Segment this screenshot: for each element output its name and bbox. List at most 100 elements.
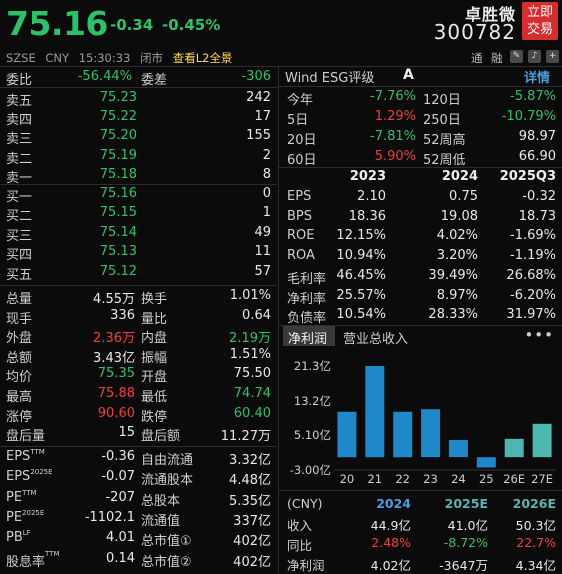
bid-price: 75.16 bbox=[99, 186, 137, 201]
tab-net-profit[interactable]: 净利润 bbox=[283, 326, 335, 347]
fundamental-row: PE2025E -1102.1 流通值 337亿 bbox=[0, 508, 277, 529]
esg-rating: A bbox=[403, 67, 414, 83]
fundamental-value: -207 bbox=[105, 489, 135, 505]
forecast-header: (CNY) 2024 2025E 2026E bbox=[281, 495, 562, 514]
bid-row: 买一 75.16 0 bbox=[0, 184, 277, 205]
market-info-line: SZSE CNY 15:30:33 闭市 查看L2全景 bbox=[6, 50, 238, 66]
add-icon[interactable]: + bbox=[546, 50, 559, 63]
trade-now-button[interactable]: 立即 交易 bbox=[522, 2, 558, 40]
trade-button-line2: 交易 bbox=[526, 22, 553, 37]
bid-volume: 49 bbox=[254, 224, 271, 240]
stock-code: 300782 bbox=[433, 20, 516, 44]
stat-label: 盘后额 bbox=[141, 429, 181, 445]
stat-label: 总量 bbox=[6, 292, 33, 307]
fundamental-row: 股息率TTM 0.14 总市值② 402亿 bbox=[0, 549, 277, 570]
performance-label-2: 52周高 bbox=[423, 133, 466, 148]
stock-connect-badge: 通 bbox=[471, 51, 483, 65]
stat-value: 75.88 bbox=[97, 386, 135, 401]
margin-trading-badge: 融 bbox=[491, 51, 503, 65]
bid-label: 买一 bbox=[6, 190, 33, 205]
fundamental-value-2: 4.48亿 bbox=[229, 473, 271, 489]
y-tick-label: 13.2亿 bbox=[293, 393, 331, 408]
performance-value-2: -5.87% bbox=[510, 89, 556, 104]
fundamental-row: PETTM -207 总股本 5.35亿 bbox=[0, 488, 277, 509]
fundamental-label: PETTM bbox=[6, 489, 37, 505]
bid-price: 75.15 bbox=[99, 205, 137, 221]
bid-price: 75.13 bbox=[99, 244, 137, 260]
stat-label: 量比 bbox=[141, 311, 168, 327]
stat-row: 最高 75.88 最低 74.74 bbox=[0, 384, 277, 405]
financials-row: ROA 10.94% 3.20% -1.19% bbox=[281, 246, 562, 266]
financials-row: ROE 12.15% 4.02% -1.69% bbox=[281, 226, 562, 246]
stat-label: 现手 bbox=[6, 311, 33, 327]
x-tick-label: 20 bbox=[339, 472, 355, 486]
bar-22 bbox=[393, 411, 413, 458]
financials-row: EPS 2.10 0.75 -0.32 bbox=[281, 187, 562, 207]
tab-total-revenue[interactable]: 营业总收入 bbox=[343, 332, 409, 347]
x-tick-label: 23 bbox=[423, 472, 438, 486]
stat-value: 1.01% bbox=[229, 288, 271, 303]
bid-volume: 0 bbox=[262, 186, 271, 201]
stat-row: 盘后量 15 盘后额 11.27万 bbox=[0, 423, 277, 445]
fundamental-label: PE2025E bbox=[6, 508, 45, 525]
x-tick-label: 22 bbox=[395, 472, 410, 486]
bar-26E bbox=[504, 438, 524, 458]
financials-value: 46.45% bbox=[336, 267, 386, 283]
forecast-label: 同比 bbox=[287, 538, 313, 553]
stat-label: 外盘 bbox=[6, 331, 33, 347]
financials-value: 31.97% bbox=[506, 307, 556, 323]
esg-detail-link[interactable]: 详情 bbox=[524, 71, 551, 86]
fundamental-label: 股息率TTM bbox=[6, 550, 59, 570]
forecast-label: 净利润 bbox=[287, 558, 325, 573]
x-tick-label: 27E bbox=[531, 472, 554, 486]
stat-label: 跌停 bbox=[141, 409, 168, 425]
forecast-value: 2.48% bbox=[371, 535, 411, 550]
financials-value: 3.20% bbox=[436, 248, 478, 264]
l2-panorama-link[interactable]: 查看L2全景 bbox=[172, 51, 233, 65]
forecast-year: 2024 bbox=[376, 496, 411, 511]
performance-label-2: 120日 bbox=[423, 93, 461, 108]
performance-value: 1.29% bbox=[374, 109, 416, 124]
bid-volume: 1 bbox=[262, 205, 271, 221]
forecast-value: 44.9亿 bbox=[370, 518, 411, 533]
forecast-currency: (CNY) bbox=[287, 496, 323, 511]
y-tick-label: -3.00亿 bbox=[289, 463, 331, 477]
market-status: 闭市 bbox=[140, 51, 164, 65]
performance-value: -7.76% bbox=[370, 89, 416, 104]
financials-value: -6.20% bbox=[510, 287, 556, 303]
fundamental-label-text: EPS bbox=[6, 469, 31, 485]
performance-label: 今年 bbox=[287, 93, 314, 108]
fundamental-value-2: 402亿 bbox=[233, 554, 271, 570]
bid-row: 买二 75.15 1 bbox=[0, 203, 277, 224]
stat-row: 均价 75.35 开盘 75.50 bbox=[0, 364, 277, 385]
edit-icon[interactable]: ✎ bbox=[510, 50, 523, 63]
stat-value: 0.64 bbox=[242, 307, 271, 323]
financials-label: 负债率 bbox=[287, 311, 327, 327]
fundamental-label-sup: 2025E bbox=[22, 508, 45, 517]
fundamental-value: 0.14 bbox=[106, 550, 135, 566]
x-tick-label: 25 bbox=[478, 472, 494, 486]
fundamental-label: EPS2025E bbox=[6, 468, 53, 485]
performance-label: 60日 bbox=[287, 153, 317, 168]
fundamental-label-2: 总市值① bbox=[141, 534, 192, 550]
more-icon[interactable]: ••• bbox=[524, 326, 554, 344]
x-tick-label: 26E bbox=[503, 472, 526, 486]
ask-volume: 155 bbox=[246, 128, 271, 144]
committee-diff-label: 委差 bbox=[141, 73, 168, 88]
stat-value: 4.55万 bbox=[93, 292, 135, 307]
bell-icon[interactable]: ♪ bbox=[528, 50, 541, 63]
stat-value: 90.60 bbox=[97, 405, 135, 421]
fundamental-label-sup: LF bbox=[22, 529, 31, 538]
bid-price: 75.12 bbox=[99, 263, 137, 279]
stat-value: 3.43亿 bbox=[93, 350, 135, 366]
fundamental-label-sup: TTM bbox=[30, 448, 45, 456]
last-price: 75.16 bbox=[6, 4, 108, 43]
financials-value: 8.97% bbox=[436, 287, 478, 303]
forecast-value: 50.3亿 bbox=[515, 518, 556, 533]
financials-row: 净利率 25.57% 8.97% -6.20% bbox=[281, 286, 562, 307]
stat-value: 74.74 bbox=[233, 386, 271, 401]
stat-row: 现手 336 量比 0.64 bbox=[0, 306, 277, 327]
fundamental-label-sup: 2025E bbox=[30, 468, 53, 477]
financials-row: BPS 18.36 19.08 18.73 bbox=[281, 207, 562, 227]
financials-value: 19.08 bbox=[440, 208, 478, 224]
